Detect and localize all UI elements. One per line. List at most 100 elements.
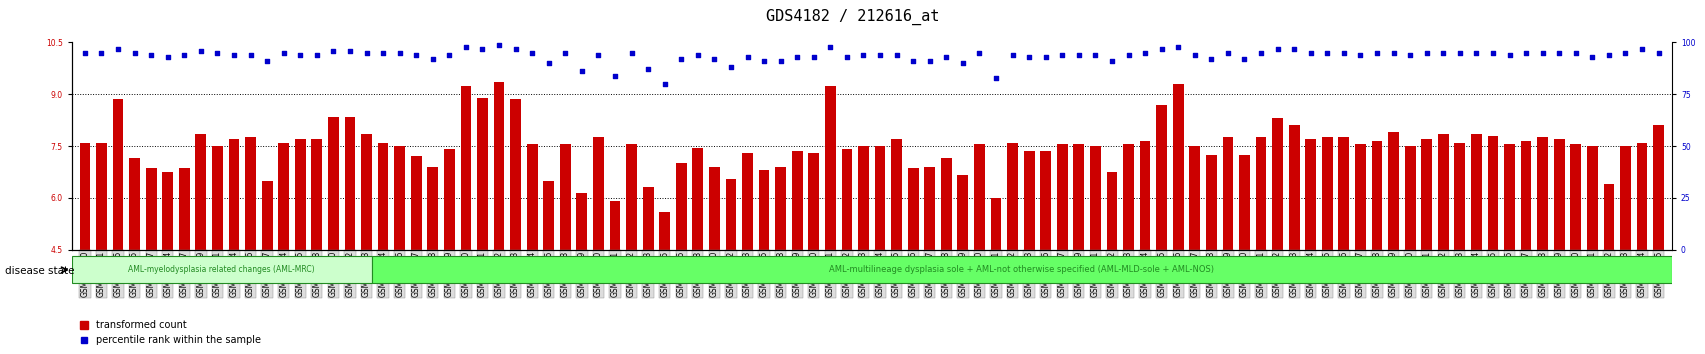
Point	[535, 61, 563, 66]
FancyBboxPatch shape	[372, 256, 1671, 284]
Point	[999, 52, 1026, 58]
Point	[1611, 50, 1639, 56]
Bar	[1057, 144, 1067, 250]
Point	[1512, 50, 1540, 56]
Point	[1429, 50, 1456, 56]
Bar	[593, 137, 604, 250]
Point	[1180, 52, 1207, 58]
Point	[1478, 50, 1506, 56]
Point	[551, 50, 578, 56]
Point	[121, 50, 148, 56]
Bar	[196, 134, 206, 250]
Bar	[295, 139, 305, 250]
Bar	[510, 99, 520, 250]
Point	[617, 50, 644, 56]
Point	[634, 67, 662, 72]
Point	[1379, 50, 1407, 56]
Point	[254, 58, 281, 64]
Bar	[643, 188, 653, 250]
Point	[800, 54, 827, 60]
Bar	[1139, 141, 1149, 250]
Point	[518, 50, 546, 56]
Point	[138, 52, 165, 58]
Bar	[443, 149, 455, 250]
Bar	[1238, 155, 1250, 250]
Bar	[658, 212, 670, 250]
Point	[1330, 50, 1357, 56]
Bar	[1122, 144, 1134, 250]
Bar	[377, 143, 389, 250]
Bar	[327, 117, 339, 250]
Bar	[278, 143, 288, 250]
Bar	[1040, 151, 1050, 250]
Bar	[1171, 84, 1183, 250]
Text: AML-myelodysplasia related changes (AML-MRC): AML-myelodysplasia related changes (AML-…	[128, 266, 315, 274]
Point	[1594, 52, 1621, 58]
Bar	[1635, 143, 1647, 250]
Bar	[1388, 132, 1398, 250]
Point	[651, 81, 679, 87]
Point	[269, 50, 297, 56]
Bar	[1437, 134, 1448, 250]
Point	[1280, 46, 1308, 52]
Point	[303, 52, 331, 58]
Point	[370, 50, 397, 56]
Point	[1246, 50, 1274, 56]
Bar	[1354, 144, 1366, 250]
Point	[501, 46, 529, 52]
Bar	[1652, 125, 1662, 250]
Point	[750, 58, 777, 64]
Point	[684, 52, 711, 58]
Point	[667, 56, 694, 62]
Bar	[1603, 184, 1613, 250]
Bar	[924, 167, 934, 250]
Bar	[825, 86, 835, 250]
Point	[1644, 50, 1671, 56]
Point	[1362, 50, 1390, 56]
Bar	[411, 156, 421, 250]
Bar	[493, 82, 505, 250]
Point	[1032, 54, 1059, 60]
Point	[832, 54, 859, 60]
Bar	[1553, 139, 1563, 250]
Point	[1396, 52, 1424, 58]
Point	[1528, 50, 1555, 56]
Bar	[1321, 137, 1332, 250]
Point	[948, 61, 975, 66]
Bar	[1470, 134, 1482, 250]
Bar	[576, 193, 587, 250]
Bar	[1570, 144, 1581, 250]
Point	[1263, 46, 1291, 52]
Bar	[1454, 143, 1465, 250]
Bar	[80, 143, 90, 250]
Point	[1014, 54, 1042, 60]
Bar	[709, 167, 720, 250]
Bar	[890, 139, 902, 250]
Point	[353, 50, 380, 56]
Point	[319, 48, 346, 53]
Point	[1081, 52, 1108, 58]
Bar	[1620, 146, 1630, 250]
Bar	[1420, 139, 1430, 250]
Point	[701, 56, 728, 62]
Bar	[742, 153, 752, 250]
Point	[1115, 52, 1142, 58]
Bar	[1338, 137, 1349, 250]
Point	[419, 56, 447, 62]
Point	[600, 73, 627, 79]
Bar	[1107, 172, 1117, 250]
Bar	[1403, 146, 1415, 250]
Bar	[725, 179, 737, 250]
Bar	[228, 139, 239, 250]
Bar	[774, 167, 786, 250]
Point	[849, 52, 876, 58]
Bar	[759, 170, 769, 250]
Bar	[1006, 143, 1018, 250]
Bar	[1504, 144, 1514, 250]
Point	[1165, 44, 1192, 50]
Point	[170, 52, 198, 58]
Bar	[312, 139, 322, 250]
Point	[1098, 58, 1125, 64]
Point	[87, 50, 114, 56]
Bar	[941, 158, 951, 250]
